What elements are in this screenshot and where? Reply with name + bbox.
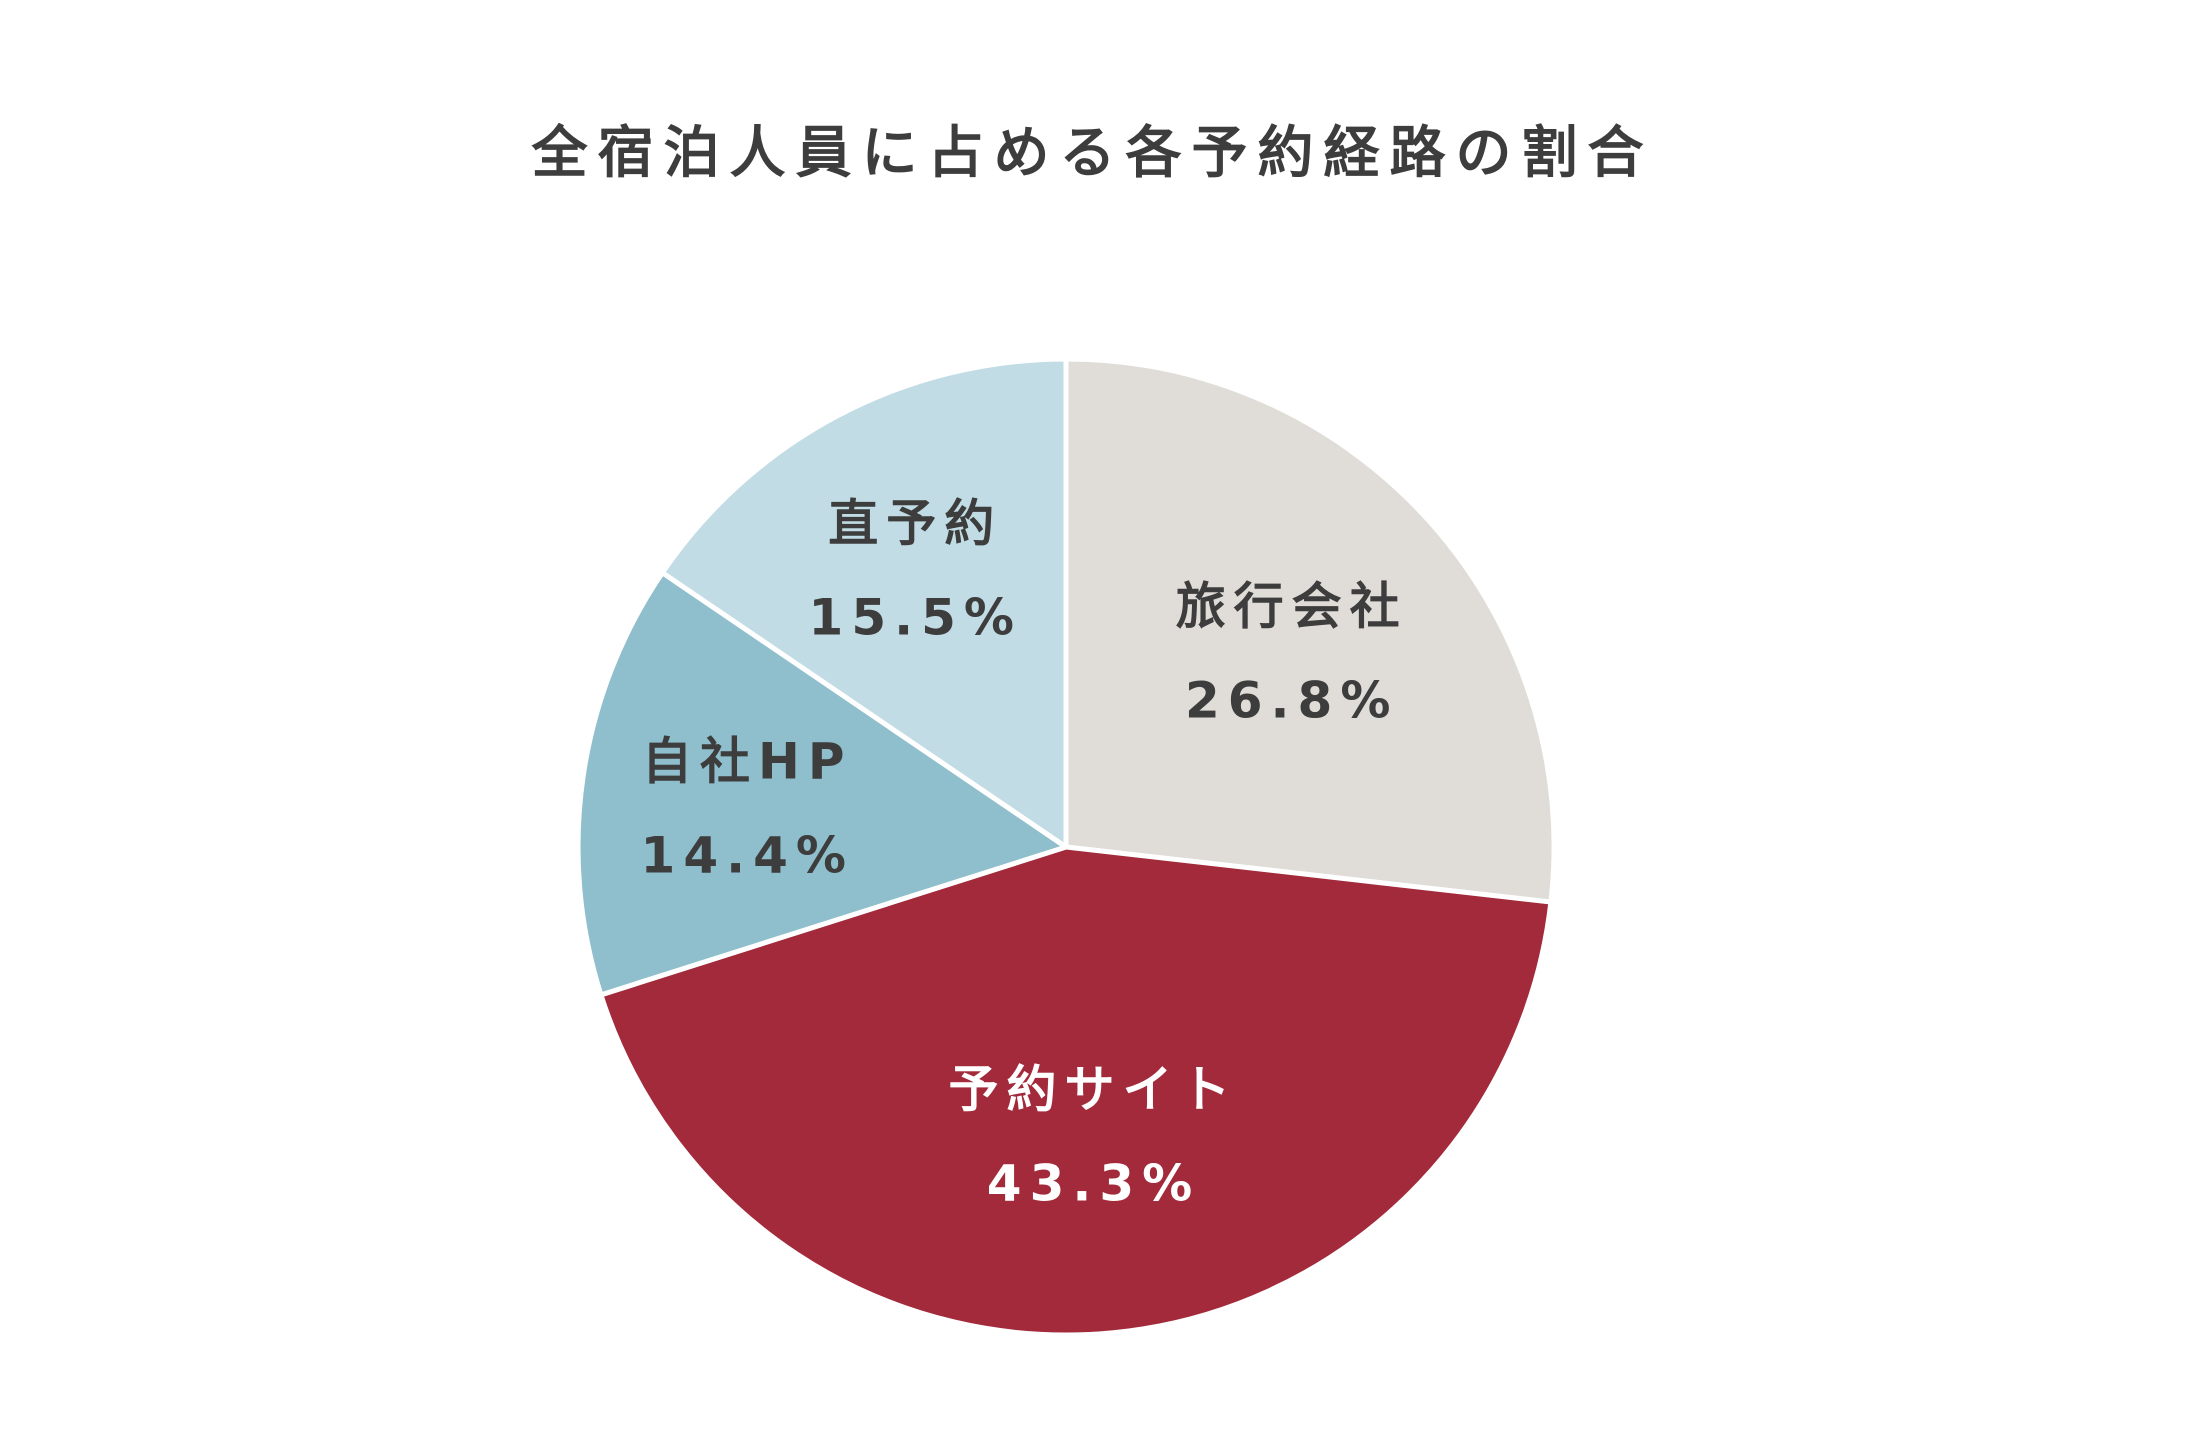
slice-value-label: 14.4% <box>641 827 854 885</box>
slice-category-label: 予約サイト <box>949 1061 1239 1119</box>
chart-title: 全宿泊人員に占める各予約経路の割合 <box>531 121 1654 186</box>
pie-labels: 旅行会社 26.8% 予約サイト 43.3% 自社HP 14.4% 直予約 15.5% <box>641 494 1408 1213</box>
slice-category-label: 自社HP <box>642 733 853 791</box>
slice-own-hp <box>575 570 1069 998</box>
slice-value-label: 15.5% <box>809 588 1022 646</box>
slice-value-label: 26.8% <box>1185 671 1398 729</box>
slice-booking-site <box>598 844 1554 1338</box>
slice-travel-agency <box>1063 356 1557 905</box>
slice-value-label: 43.3% <box>987 1155 1200 1213</box>
pie-slices <box>575 356 1557 1338</box>
slice-category-label: 旅行会社 <box>1176 577 1408 635</box>
slice-direct <box>659 356 1069 850</box>
slice-category-label: 直予約 <box>828 494 1002 552</box>
